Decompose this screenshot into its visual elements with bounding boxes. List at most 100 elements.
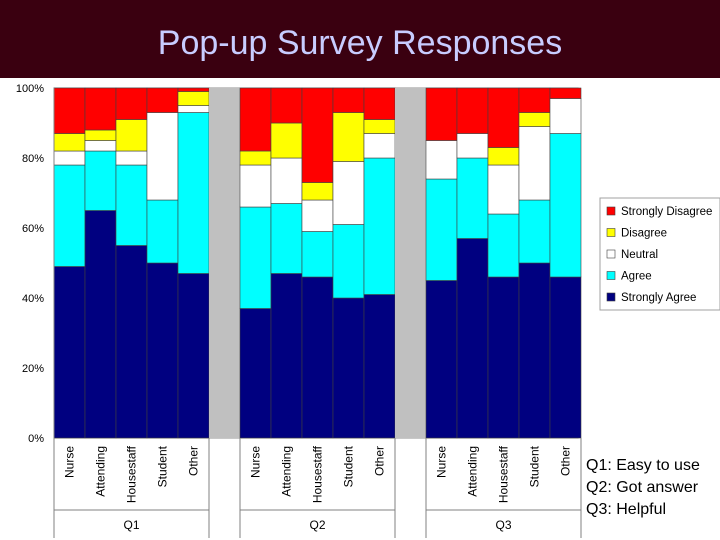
bar-segment: [487, 276, 520, 439]
bar-segment: [115, 245, 148, 439]
group-label: Q1: [123, 518, 139, 532]
y-tick-label: 20%: [22, 363, 44, 375]
bar-segment: [239, 206, 272, 309]
category-label: Student: [342, 445, 356, 487]
bar-segment: [84, 87, 117, 131]
y-tick-label: 100%: [16, 83, 44, 95]
bar-segment: [53, 150, 86, 166]
bar-segment: [301, 231, 334, 278]
y-tick-label: 0%: [28, 433, 44, 445]
category-label: Attending: [94, 446, 108, 497]
bar-segment: [456, 157, 489, 239]
bar-segment: [146, 87, 179, 113]
bar-segment: [363, 133, 396, 159]
group-label: Q2: [309, 518, 325, 532]
bar-segment: [115, 119, 148, 152]
bar-segment: [53, 266, 86, 439]
bar-segment: [549, 98, 582, 134]
group-gap: [395, 88, 426, 438]
bar-segment: [301, 276, 334, 439]
bar-segment: [425, 87, 458, 141]
bar-segment: [425, 178, 458, 281]
category-label: Attending: [280, 446, 294, 497]
category-label: Nurse: [249, 446, 263, 478]
category-label: Attending: [466, 446, 480, 497]
bar-segment: [239, 150, 272, 166]
bar-segment: [487, 164, 520, 215]
bar-segment: [518, 199, 551, 264]
bar-segment: [518, 112, 551, 127]
category-label: Nurse: [435, 446, 449, 478]
bar-segment: [363, 294, 396, 439]
bar-segment: [115, 164, 148, 246]
y-tick-label: 80%: [22, 153, 44, 165]
legend-swatch: [606, 271, 616, 280]
bar-segment: [270, 203, 303, 274]
bar-segment: [332, 297, 365, 439]
legend-label: Neutral: [621, 249, 658, 261]
bar-segment: [549, 133, 582, 278]
bar-segment: [270, 87, 303, 124]
bar-segment: [177, 273, 210, 439]
bar-segment: [177, 105, 210, 113]
bar-segment: [53, 133, 86, 152]
page-title: Pop-up Survey Responses: [157, 24, 563, 62]
bar-segment: [425, 280, 458, 439]
bar-segment: [332, 224, 365, 299]
category-label: Nurse: [63, 446, 77, 478]
bar-segment: [239, 164, 272, 208]
bar-segment: [84, 150, 117, 211]
legend-swatch: [606, 249, 616, 259]
legend-label: Disagree: [621, 228, 667, 240]
bar-segment: [518, 262, 551, 439]
category-label: Housestaff: [311, 445, 325, 503]
note-q3: Q3: Helpful: [586, 501, 667, 518]
legend-label: Strongly Agree: [621, 292, 696, 304]
y-tick-label: 60%: [22, 223, 44, 235]
note-q2: Q2: Got answer: [586, 479, 699, 496]
category-label: Student: [528, 445, 542, 487]
bar-segment: [84, 129, 117, 141]
question-notes: Q1: Easy to use Q2: Got answer Q3: Helpf…: [586, 455, 700, 521]
bar-segment: [363, 119, 396, 134]
bar-segment: [146, 262, 179, 439]
bar-segment: [53, 87, 86, 134]
category-label: Other: [373, 446, 387, 476]
bar-segment: [332, 112, 365, 162]
legend-swatch: [606, 206, 616, 216]
bar-segment: [456, 133, 489, 159]
bar-segment: [363, 157, 396, 295]
bar-segment: [363, 87, 396, 120]
legend-box: [599, 197, 720, 311]
bar-segment: [177, 91, 210, 106]
group-gap: [209, 88, 240, 438]
note-q1: Q1: Easy to use: [586, 457, 700, 474]
bar-segment: [146, 199, 179, 264]
bar-segment: [456, 238, 489, 439]
bar-segment: [177, 87, 210, 92]
bar-segment: [239, 87, 272, 152]
bar-segment: [239, 308, 272, 439]
bar-segment: [549, 276, 582, 439]
category-label: Other: [187, 446, 201, 476]
group-label: Q3: [495, 518, 511, 532]
bar-segment: [456, 87, 489, 134]
bar-segment: [301, 199, 334, 232]
bar-segment: [270, 122, 303, 159]
bar-segment: [84, 210, 117, 439]
bar-segment: [301, 182, 334, 201]
legend-swatch: [606, 292, 616, 302]
y-tick-label: 40%: [22, 293, 44, 305]
bar-segment: [84, 140, 117, 152]
bar-segment: [146, 112, 179, 201]
bar-segment: [487, 87, 520, 148]
bar-segment: [270, 157, 303, 204]
legend-swatch: [606, 228, 616, 237]
legend-label: Strongly Disagree: [621, 206, 712, 218]
bar-segment: [270, 273, 303, 439]
bar-segment: [518, 126, 551, 201]
bar-segment: [518, 87, 551, 113]
bar-segment: [332, 161, 365, 225]
bar-segment: [549, 87, 582, 99]
category-label: Housestaff: [125, 445, 139, 503]
